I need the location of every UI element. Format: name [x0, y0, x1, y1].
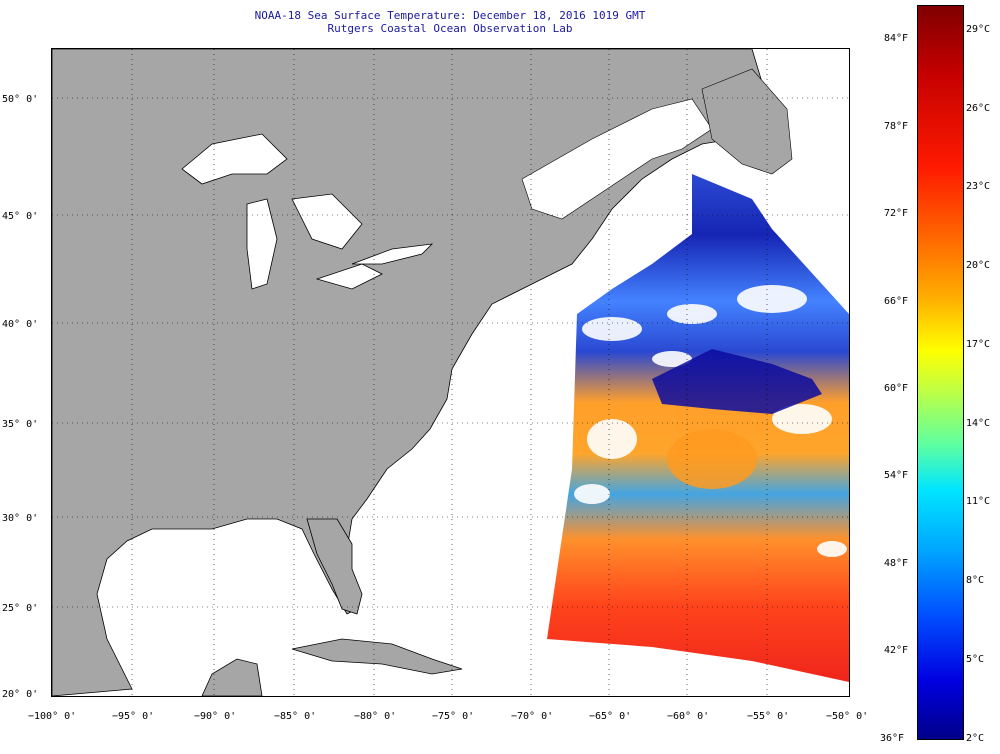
- lat-label-50: 50° 0': [2, 94, 39, 105]
- lon-label-55: −55° 0': [747, 711, 790, 722]
- warm-eddy: [667, 429, 757, 489]
- land-cuba: [291, 638, 463, 675]
- land-florida: [306, 518, 363, 615]
- scale-label-42f: 42°F: [884, 645, 909, 656]
- scale-label-72f: 72°F: [884, 208, 909, 219]
- lon-label-90: −90° 0': [194, 711, 237, 722]
- scale-label-17c: 17°C: [966, 339, 991, 350]
- sst-map: [51, 48, 850, 697]
- lon-label-75: −75° 0': [432, 711, 475, 722]
- lon-label-50: −50° 0': [826, 711, 869, 722]
- lat-label-25: 25° 0': [2, 603, 39, 614]
- temperature-colorbar: [917, 5, 964, 740]
- lon-label-65: −65° 0': [589, 711, 632, 722]
- scale-label-14c: 14°C: [966, 418, 991, 429]
- cold-band: [652, 349, 822, 414]
- scale-label-60f: 60°F: [884, 383, 909, 394]
- map-title: NOAA-18 Sea Surface Temperature: Decembe…: [254, 9, 646, 22]
- map-subtitle: Rutgers Coastal Ocean Observation Lab: [327, 22, 573, 35]
- scale-label-20c: 20°C: [966, 260, 991, 271]
- st-lawrence-gulf: [521, 98, 713, 220]
- land-yucatan: [201, 658, 263, 696]
- lon-label-100: −100° 0': [28, 711, 77, 722]
- lon-label-80: −80° 0': [354, 711, 397, 722]
- scale-label-36f: 36°F: [880, 733, 905, 744]
- lon-label-85: −85° 0': [274, 711, 317, 722]
- lat-label-40: 40° 0': [2, 319, 39, 330]
- land-north-america: [52, 49, 765, 696]
- lat-label-35: 35° 0': [2, 419, 39, 430]
- cloud-patches: [574, 285, 847, 557]
- scale-label-23c: 23°C: [966, 181, 991, 192]
- scale-label-54f: 54°F: [884, 470, 909, 481]
- lat-label-30: 30° 0': [2, 513, 39, 524]
- land-newfoundland: [701, 68, 793, 175]
- scale-label-66f: 66°F: [884, 296, 909, 307]
- scale-label-29c: 29°C: [966, 24, 991, 35]
- scale-label-48f: 48°F: [884, 558, 909, 569]
- great-lakes: [181, 133, 434, 290]
- lon-label-60: −60° 0': [667, 711, 710, 722]
- lon-label-70: −70° 0': [511, 711, 554, 722]
- scale-label-11c: 11°C: [966, 496, 991, 507]
- scale-label-26c: 26°C: [966, 103, 991, 114]
- lon-label-95: −95° 0': [112, 711, 155, 722]
- scale-label-5c: 5°C: [966, 654, 985, 665]
- scale-label-8c: 8°C: [966, 575, 985, 586]
- scale-label-78f: 78°F: [884, 121, 909, 132]
- lat-label-45: 45° 0': [2, 211, 39, 222]
- lat-label-20: 20° 0': [2, 689, 39, 700]
- scale-label-2c: 2°C: [966, 733, 985, 744]
- scale-label-84f: 84°F: [884, 33, 909, 44]
- map-canvas: [52, 49, 849, 696]
